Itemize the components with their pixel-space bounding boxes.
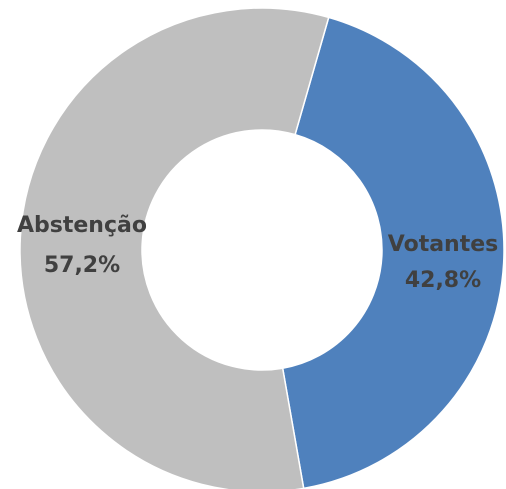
donut	[19, 7, 505, 489]
slice	[19, 7, 330, 489]
slice-label: Votantes	[388, 232, 499, 257]
slice-label: Abstenção	[17, 213, 147, 238]
slice-value-label: 42,8%	[405, 268, 481, 293]
slice-value-label: 57,2%	[44, 253, 120, 278]
slice	[281, 16, 505, 489]
